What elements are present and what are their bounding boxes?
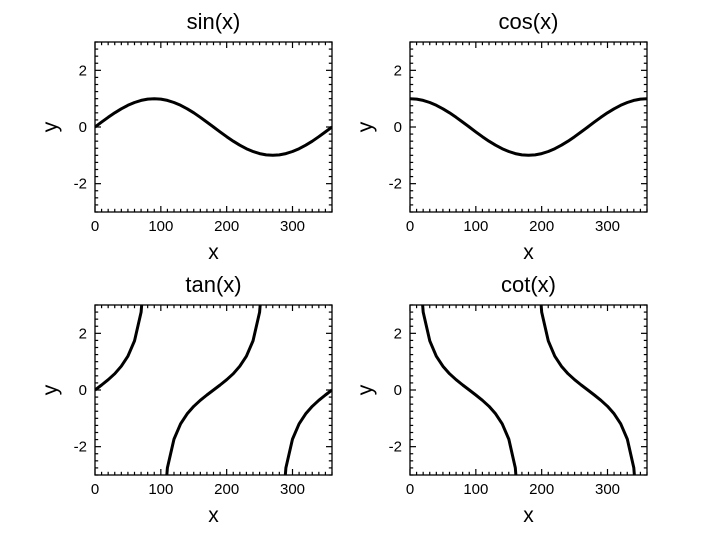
plot-line (283, 388, 332, 475)
x-tick-label: 0 (91, 481, 99, 498)
y-axis-label: y (39, 121, 62, 132)
y-tick-label: -2 (74, 439, 87, 456)
subplot-tanx: 0 100 200 300 -2 0 2 tan(x) x y (39, 272, 333, 527)
y-tick-label: -2 (389, 439, 402, 456)
plot-line (539, 305, 636, 475)
plot-line-group (410, 97, 647, 157)
x-tick-label: 0 (406, 218, 414, 235)
x-tick-label: 0 (406, 481, 414, 498)
plot-box (409, 304, 648, 476)
x-tick-label: 0 (91, 218, 99, 235)
x-tick-label: 200 (214, 218, 239, 235)
y-tick-label: 2 (79, 325, 87, 342)
tick-marks (409, 41, 648, 213)
plot-box (409, 41, 648, 213)
x-tick-label: 100 (148, 481, 173, 498)
chart-title: cot(x) (501, 272, 556, 297)
x-tick-label: 300 (595, 218, 620, 235)
subplot-cotx: 0 100 200 300 -2 0 2 cot(x) x y (354, 272, 648, 527)
x-axis-label: x (208, 504, 219, 527)
plot-line-group (95, 305, 332, 475)
x-tick-label: 100 (463, 481, 488, 498)
y-tick-label: 2 (394, 62, 402, 79)
x-axis-label: x (523, 241, 534, 264)
y-tick-label: 2 (79, 62, 87, 79)
x-tick-label: 200 (529, 218, 554, 235)
y-tick-label: -2 (389, 176, 402, 193)
x-tick-label: 100 (148, 218, 173, 235)
chart-title: tan(x) (185, 272, 241, 297)
y-axis-label: y (39, 384, 62, 395)
subplot-cosx: 0 100 200 300 -2 0 2 cos(x) x y (354, 9, 648, 264)
x-axis-label: x (208, 241, 219, 264)
plot-line (410, 97, 647, 157)
x-tick-label: 300 (280, 218, 305, 235)
y-axis-label: y (354, 121, 377, 132)
y-tick-label: -2 (74, 176, 87, 193)
plot-line (95, 97, 332, 157)
y-tick-label: 0 (79, 382, 87, 399)
tick-marks (94, 41, 333, 213)
x-tick-label: 200 (529, 481, 554, 498)
y-axis-label: y (354, 384, 377, 395)
plot-line (421, 305, 518, 475)
y-tick-label: 0 (394, 382, 402, 399)
chart-title: sin(x) (187, 9, 241, 34)
x-tick-label: 200 (214, 481, 239, 498)
x-tick-label: 300 (280, 481, 305, 498)
plot-line-group (95, 97, 332, 157)
y-tick-label: 0 (394, 119, 402, 136)
x-tick-label: 300 (595, 481, 620, 498)
x-axis-label: x (523, 504, 534, 527)
chart-title: cos(x) (499, 9, 559, 34)
y-tick-label: 0 (79, 119, 87, 136)
subplot-sinx: 0 100 200 300 -2 0 2 sin(x) x y (39, 9, 333, 264)
plot-line (165, 305, 262, 475)
y-tick-label: 2 (394, 325, 402, 342)
x-tick-label: 100 (463, 218, 488, 235)
tick-marks (409, 304, 648, 476)
plot-line-group (421, 305, 636, 475)
plot-line (95, 305, 144, 392)
tick-marks (94, 304, 333, 476)
